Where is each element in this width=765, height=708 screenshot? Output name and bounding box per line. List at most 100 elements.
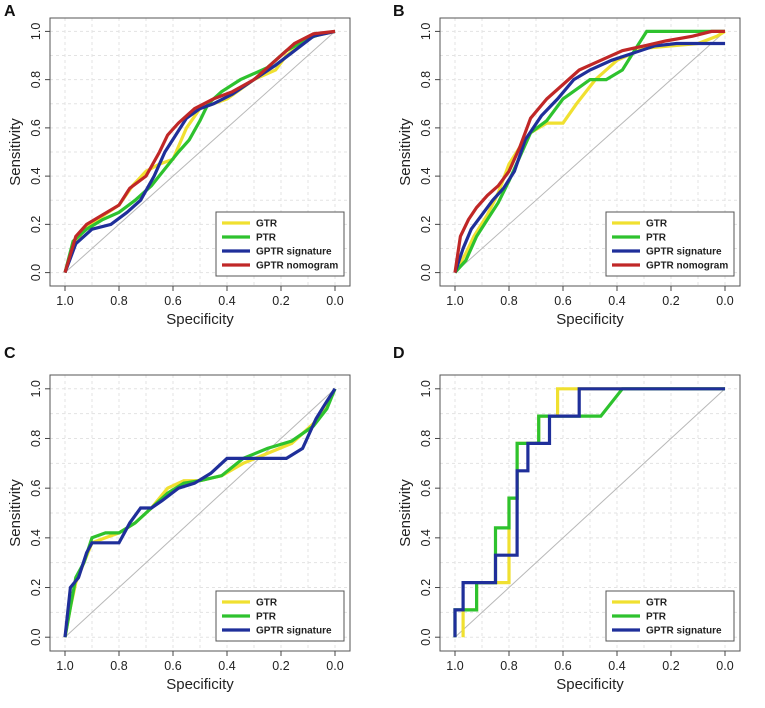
y-tick-label: 0.4 [29, 529, 43, 546]
x-tick-label: 0.6 [554, 294, 571, 308]
series-line-ptr [453, 387, 725, 638]
x-tick-label: 0.6 [164, 659, 181, 673]
legend-label: GPTR nomogram [256, 261, 338, 272]
legend-label: PTR [646, 612, 667, 623]
plot-frame [439, 374, 741, 652]
y-tick-label: 0.2 [419, 216, 433, 233]
series-line-ptr [453, 29, 725, 274]
panel-letter: A [4, 3, 16, 20]
y-tick-label: 1.0 [419, 23, 433, 40]
y-tick-label: 0.0 [29, 628, 43, 645]
y-tick-label: 0.6 [29, 119, 43, 136]
legend-label: PTR [256, 612, 277, 623]
x-tick-label: 0.8 [500, 294, 517, 308]
y-tick-label: 0.6 [29, 479, 43, 496]
legend-label: GPTR signature [256, 247, 332, 258]
y-tick-label: 0.4 [419, 529, 433, 546]
plot-frame [49, 374, 351, 652]
x-tick-label: 0.4 [608, 294, 625, 308]
x-tick-label: 0.4 [218, 294, 235, 308]
x-axis-title: Specificity [556, 676, 624, 693]
panel-letter: B [393, 3, 405, 20]
x-tick-label: 0.8 [500, 659, 517, 673]
y-axis-title: Sensitivity [7, 118, 24, 186]
x-tick-label: 0.2 [272, 294, 289, 308]
x-tick-label: 0.0 [716, 659, 733, 673]
legend: GTR PTR GPTR signature [215, 590, 345, 642]
series-line-gptr-signature [63, 29, 336, 274]
legend-label: GTR [646, 219, 668, 230]
y-tick-label: 0.2 [29, 579, 43, 596]
y-tick-label: 0.2 [29, 216, 43, 233]
legend-label: GTR [256, 598, 278, 609]
series-line-gptr-signature [63, 387, 337, 638]
y-tick-label: 0.4 [29, 167, 43, 184]
panel-c: 1.0 0.8 0.6 0.4 0.2 0.0 0.0 0.2 0.4 0.6 0.8 1.0 Spec… [4, 345, 351, 693]
y-axis-title: Sensitivity [397, 118, 414, 186]
y-tick-label: 0.0 [419, 628, 433, 645]
x-tick-label: 0.4 [608, 659, 625, 673]
y-tick-label: 0.6 [419, 119, 433, 136]
x-tick-label: 0.0 [326, 294, 343, 308]
plot-frame [49, 17, 351, 287]
y-tick-label: 0.4 [419, 167, 433, 184]
series-line-gptr-nomogram [63, 29, 336, 274]
plot-frame [439, 17, 741, 287]
panel-a: 1.0 0.8 0.6 0.4 0.2 0.0 0.0 0.2 0.4 0.6 0.8 1.0 Spec… [4, 3, 351, 328]
legend-label: GPTR signature [256, 626, 332, 637]
y-tick-label: 0.0 [419, 264, 433, 281]
y-tick-label: 0.6 [419, 479, 433, 496]
legend-label: PTR [256, 233, 277, 244]
y-tick-label: 0.0 [29, 264, 43, 281]
x-tick-label: 0.0 [716, 294, 733, 308]
legend: GTR PTR GPTR signature [605, 590, 735, 642]
x-tick-label: 1.0 [446, 659, 463, 673]
legend: GTR PTR GPTR signature GPTR nomogram [605, 211, 735, 277]
legend: GTR PTR GPTR signature GPTR nomogram [215, 211, 345, 277]
x-tick-label: 1.0 [56, 294, 73, 308]
y-axis-title: Sensitivity [397, 479, 414, 547]
y-tick-label: 0.8 [419, 71, 433, 88]
x-tick-label: 0.6 [554, 659, 571, 673]
y-tick-label: 1.0 [29, 380, 43, 397]
x-tick-label: 0.2 [272, 659, 289, 673]
panel-d: 1.0 0.8 0.6 0.4 0.2 0.0 0.0 0.2 0.4 0.6 0.8 1.0 Spec… [393, 345, 741, 693]
x-axis-title: Specificity [166, 311, 234, 328]
reference-diagonal [454, 388, 726, 638]
x-tick-label: 0.2 [662, 659, 679, 673]
legend-label: GTR [256, 219, 278, 230]
legend-label: GPTR nomogram [646, 261, 728, 272]
x-tick-label: 0.8 [110, 294, 127, 308]
y-tick-label: 0.8 [29, 71, 43, 88]
y-tick-label: 1.0 [29, 23, 43, 40]
x-tick-label: 0.6 [164, 294, 181, 308]
x-tick-label: 1.0 [446, 294, 463, 308]
legend-label: PTR [646, 233, 667, 244]
legend-label: GPTR signature [646, 626, 722, 637]
x-tick-label: 0.2 [662, 294, 679, 308]
series-line-gptr-nomogram [453, 29, 725, 273]
x-tick-label: 0.8 [110, 659, 127, 673]
legend-label: GTR [646, 598, 668, 609]
reference-diagonal [64, 388, 336, 638]
reference-diagonal [64, 31, 336, 273]
panel-letter: D [393, 345, 405, 362]
y-tick-label: 0.8 [419, 430, 433, 447]
x-axis-title: Specificity [166, 676, 234, 693]
x-tick-label: 0.0 [326, 659, 343, 673]
x-tick-label: 1.0 [56, 659, 73, 673]
y-tick-label: 0.2 [419, 579, 433, 596]
x-tick-label: 0.4 [218, 659, 235, 673]
panel-letter: C [4, 345, 16, 362]
series-line-gptr-signature [453, 387, 725, 638]
y-tick-label: 0.8 [29, 430, 43, 447]
x-axis-title: Specificity [556, 311, 624, 328]
series-line-gptr-signature [453, 41, 725, 274]
legend-label: GPTR signature [646, 247, 722, 258]
reference-diagonal [454, 31, 726, 273]
series-line-gtr [453, 30, 726, 274]
panel-b: 1.0 0.8 0.6 0.4 0.2 0.0 0.0 0.2 0.4 0.6 0.8 1.0 Spec… [393, 3, 741, 328]
y-axis-title: Sensitivity [7, 479, 24, 547]
y-tick-label: 1.0 [419, 380, 433, 397]
